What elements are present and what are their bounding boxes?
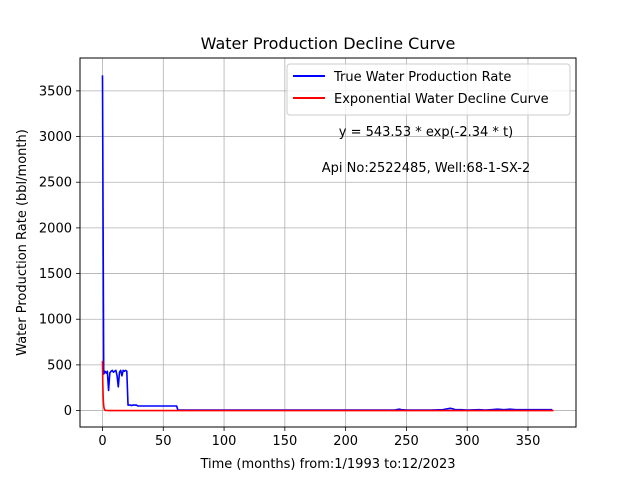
x-tick-label: 250 xyxy=(394,434,419,449)
x-tick-label: 200 xyxy=(333,434,358,449)
legend-label-exponential: Exponential Water Decline Curve xyxy=(334,92,549,107)
x-tick-label: 0 xyxy=(98,434,106,449)
plot-frame xyxy=(79,57,577,428)
legend: True Water Production Rate Exponential W… xyxy=(286,63,571,116)
x-tick-label: 300 xyxy=(455,434,480,449)
x-tick-label: 50 xyxy=(155,434,172,449)
plot-area xyxy=(80,58,576,427)
y-axis-ticks: 0 500 1000 1500 2000 2500 3000 3500 xyxy=(39,84,80,419)
series-line-exponential xyxy=(101,360,554,412)
x-axis-label: Time (months) from:1/1993 to:12/2023 xyxy=(199,457,455,472)
y-tick-label: 2000 xyxy=(39,221,72,236)
annotation-well-info: Api No:2522485, Well:68-1-SX-2 xyxy=(322,161,530,176)
x-tick-label: 100 xyxy=(212,434,237,449)
x-tick-label: 350 xyxy=(516,434,541,449)
chart-title: Water Production Decline Curve xyxy=(201,34,456,53)
series-layer xyxy=(101,75,554,412)
y-tick-label: 500 xyxy=(47,358,72,373)
x-tick-label: 150 xyxy=(272,434,297,449)
y-axis-label: Water Production Rate (bbl/month) xyxy=(15,129,30,356)
y-tick-label: 3000 xyxy=(39,130,72,145)
y-tick-label: 1500 xyxy=(39,267,72,282)
y-tick-label: 1000 xyxy=(39,313,72,328)
y-tick-label: 0 xyxy=(64,404,72,419)
x-axis-ticks: 0 50 100 150 200 250 300 350 xyxy=(98,427,540,449)
y-tick-label: 3500 xyxy=(39,84,72,99)
series-line-true-rate xyxy=(101,75,553,411)
annotation-equation: y = 543.53 * exp(-2.34 * t) xyxy=(339,125,513,140)
y-tick-label: 2500 xyxy=(39,176,72,191)
legend-box xyxy=(286,63,571,116)
legend-label-true-rate: True Water Production Rate xyxy=(333,70,511,85)
